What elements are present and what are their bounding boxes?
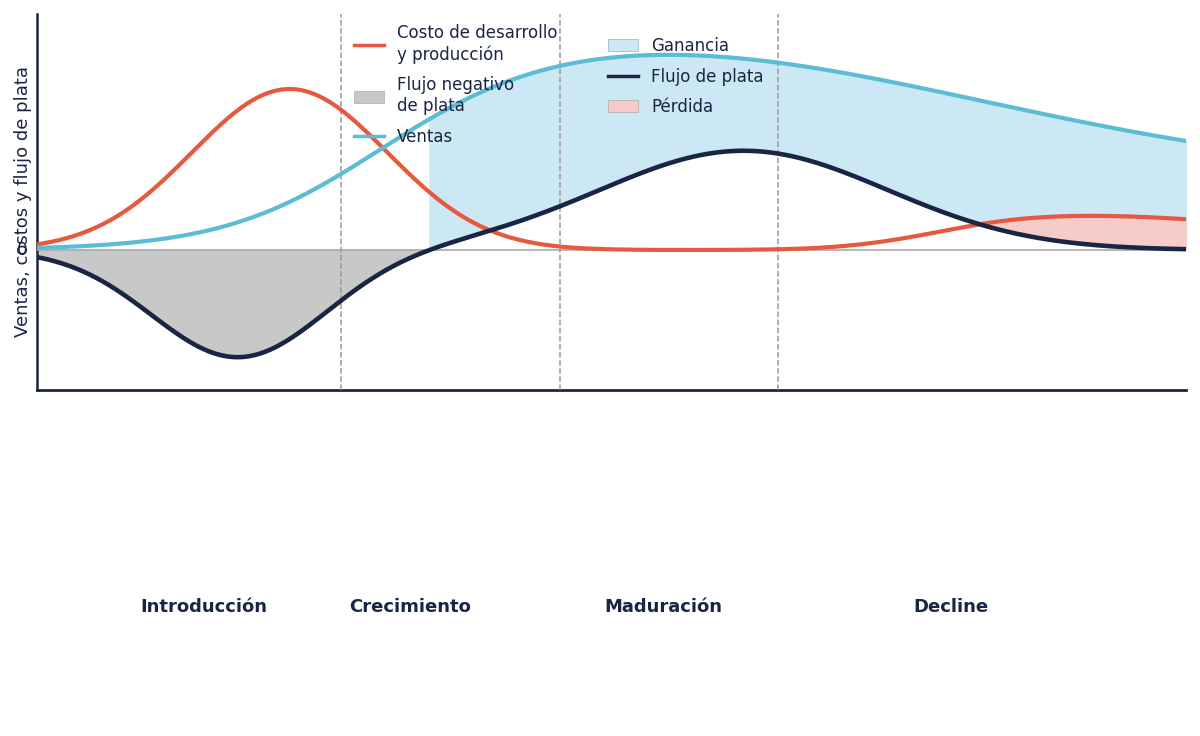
Text: Maduración: Maduración [604,598,722,616]
Y-axis label: Ventas, costos y flujo de plata: Ventas, costos y flujo de plata [14,66,32,337]
Text: 0: 0 [17,241,28,259]
Text: Decline: Decline [913,598,988,616]
Legend: Costo de desarrollo
y producción, Flujo negativo
de plata, Ventas, Ganancia, Flu: Costo de desarrollo y producción, Flujo … [347,18,770,152]
Text: Introducción: Introducción [140,598,266,616]
Text: Crecimiento: Crecimiento [349,598,472,616]
